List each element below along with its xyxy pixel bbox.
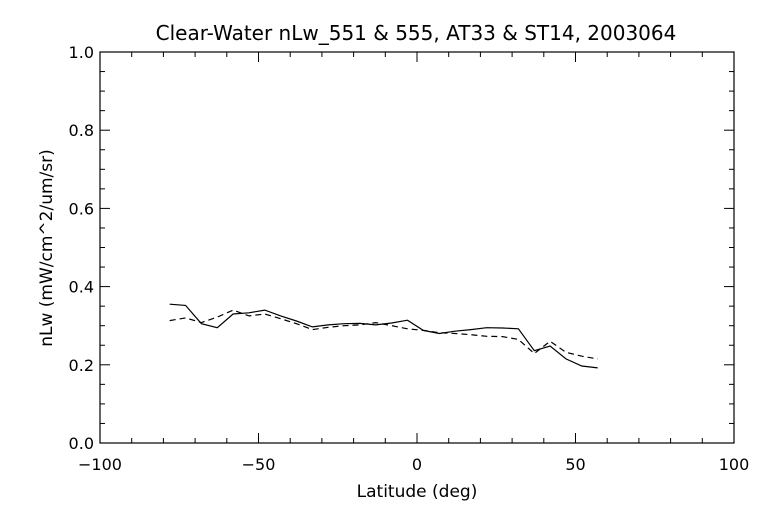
y-tick-label: 0.0 xyxy=(69,434,94,453)
chart-title: Clear-Water nLw_551 & 555, AT33 & ST14, … xyxy=(156,21,677,45)
y-tick-label: 0.6 xyxy=(69,199,94,218)
series-solid-line xyxy=(169,303,598,369)
y-axis-label: nLw (mW/cm^2/um/sr) xyxy=(37,149,57,347)
x-tick-label: −100 xyxy=(78,455,122,474)
x-axis-label: Latitude (deg) xyxy=(357,482,478,502)
x-tick-label: 50 xyxy=(565,455,585,474)
axis-ticks: −100 −50 0 50 100 0.0 0.2 0.4 0.6 0.8 1.0 xyxy=(69,43,750,474)
x-tick-label: 0 xyxy=(412,455,422,474)
x-tick-label: 100 xyxy=(719,455,750,474)
y-tick-label: 0.2 xyxy=(69,356,94,375)
y-tick-label: 0.8 xyxy=(69,121,94,140)
series-dashed-line xyxy=(169,309,598,360)
y-tick-label: 0.4 xyxy=(69,278,94,297)
y-tick-label: 1.0 xyxy=(69,43,94,62)
plot-frame xyxy=(99,51,735,444)
series-layer xyxy=(169,303,598,369)
x-tick-label: −50 xyxy=(242,455,276,474)
